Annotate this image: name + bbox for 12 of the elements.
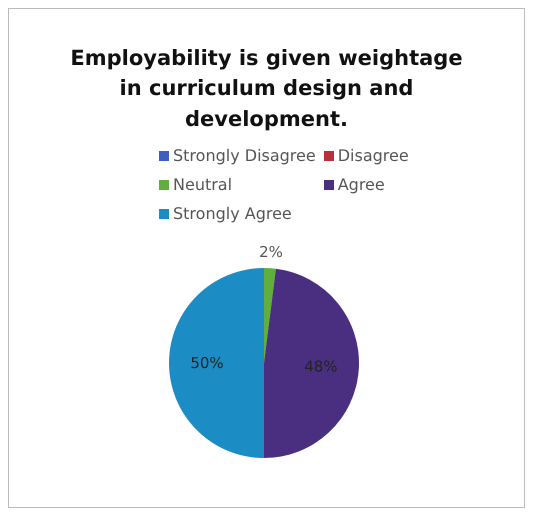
- chart-title: Employability is given weightage in curriculum design and development.: [69, 45, 464, 133]
- legend-label: Strongly Disagree: [173, 146, 316, 166]
- legend-label: Disagree: [338, 146, 409, 166]
- data-label: 2%: [259, 244, 283, 262]
- data-label: 50%: [190, 354, 224, 372]
- legend-label: Strongly Agree: [173, 204, 292, 224]
- legend-label: Neutral: [173, 175, 232, 194]
- pie-slice: [169, 268, 264, 458]
- data-label: 48%: [304, 358, 338, 376]
- pie-slice: [264, 269, 359, 458]
- pie-slice: [264, 268, 276, 364]
- legend-label: Agree: [338, 175, 385, 194]
